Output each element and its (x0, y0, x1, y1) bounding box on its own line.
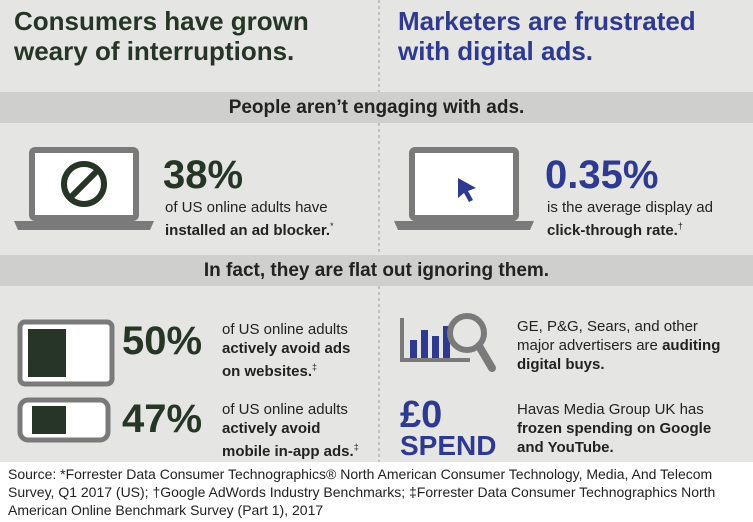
stat-text: of US online adults actively avoid ads o… (222, 320, 372, 381)
text: frozen spending on Google and YouTube. (517, 420, 712, 456)
text: GE, P&G, Sears, and other major advertis… (517, 318, 698, 354)
text: click-through rate. (547, 222, 678, 239)
phone-icon (17, 397, 111, 443)
stat-figure: 50% (122, 319, 203, 363)
band-text: In fact, they are flat out ignoring them… (203, 260, 550, 281)
footnote-mark: ‡ (353, 442, 359, 452)
footnote-mark: * (330, 221, 334, 231)
advertisers-text: GE, P&G, Sears, and other major advertis… (517, 317, 722, 374)
text: auditing digital buys. (517, 337, 721, 373)
text: Havas Media Group UK has (517, 401, 704, 418)
text: actively avoid ads on websites. (222, 340, 351, 380)
left-header: Consumers have grown weary of interrupti… (14, 6, 309, 66)
audit-icon (400, 313, 496, 372)
stat-text: of US online adults have installed an ad… (165, 198, 345, 240)
band (0, 92, 753, 123)
text: of US online adults (222, 401, 348, 418)
source: Source: *Forrester Data Consumer Technog… (8, 466, 716, 518)
text: is the average display ad (547, 199, 713, 216)
tablet-icon (17, 319, 115, 387)
spend-word: SPEND (400, 430, 497, 461)
stat-figure: 0.35% (545, 153, 659, 197)
text: actively avoid mobile in-app ads. (222, 420, 354, 460)
footnote-mark: ‡ (312, 362, 318, 372)
band-text: People aren’t engaging with ads. (228, 97, 525, 118)
stat-figure: 47% (122, 397, 203, 441)
stat-text: of US online adults actively avoid mobil… (222, 400, 372, 461)
text: installed an ad blocker. (165, 222, 331, 239)
stat-text: is the average display ad click-through … (547, 198, 737, 240)
laptop-icon (14, 147, 154, 230)
band (0, 255, 753, 286)
footer (0, 462, 753, 522)
footnote-mark: † (677, 221, 683, 231)
right-header: Marketers are frustrated with digital ad… (398, 6, 696, 66)
stat-figure: 38% (163, 153, 244, 197)
laptop-icon (394, 147, 534, 230)
spend-figure: £0 (400, 394, 443, 436)
text: of US online adults have (165, 199, 328, 216)
spend-text: Havas Media Group UK has frozen spending… (517, 400, 732, 457)
text: of US online adults (222, 321, 348, 338)
